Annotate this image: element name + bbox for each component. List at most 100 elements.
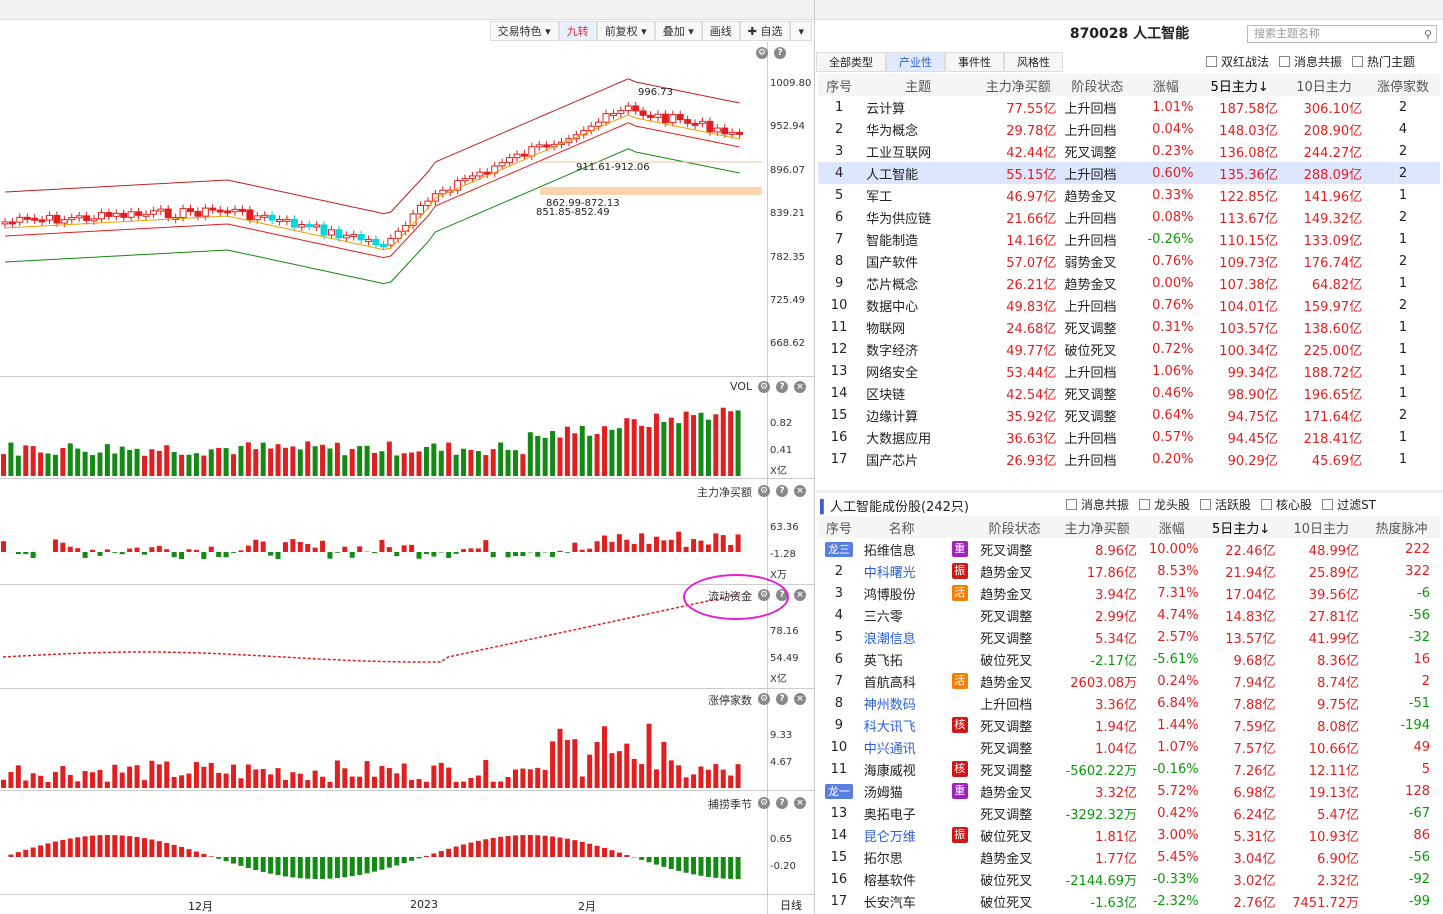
stock-row[interactable]: 2 中科曙光 振趋势金叉 17.86亿 8.53% 21.94亿 25.89亿 322 — [818, 560, 1440, 582]
theme-row[interactable]: 15 边缘计算 35.92亿 死叉调整 0.64% 94.75亿 171.64亿 2 — [818, 404, 1440, 426]
stock-row[interactable]: 龙一 汤姆猫 重趋势金叉 3.32亿 5.72% 6.98亿 19.13亿 128 — [818, 780, 1440, 802]
stock-row[interactable]: 14 昆仑万维 振破位死叉 1.81亿 3.00% 5.31亿 10.93亿 86 — [818, 824, 1440, 846]
filter-checkbox[interactable]: 龙头股 — [1139, 496, 1190, 513]
stock-row[interactable]: 10 中兴通讯 死叉调整 1.04亿 1.07% 7.57亿 10.66亿 49 — [818, 736, 1440, 758]
toolbar-item-2[interactable]: 前复权 ▾ — [596, 21, 655, 41]
stock-row[interactable]: 6 英飞拓 破位死叉 -2.17亿 -5.61% 9.68亿 8.36亿 16 — [818, 648, 1440, 670]
filter-checkbox[interactable]: 过滤ST — [1322, 496, 1376, 513]
search-icon[interactable]: ⚲ — [1423, 28, 1432, 41]
close-icon[interactable]: × — [794, 797, 806, 809]
theme-col-header[interactable]: 10日主力 — [1281, 74, 1367, 96]
theme-col-header[interactable]: 主力净买额 — [976, 74, 1061, 96]
theme-row[interactable]: 12 数字经济 49.77亿 破位死叉 0.72% 100.34亿 225.00亿 1 — [818, 338, 1440, 360]
net-bar — [23, 552, 29, 555]
stock-row[interactable]: 7 首航高科 活趋势金叉 2603.08万 0.24% 7.94亿 8.74亿 2 — [818, 670, 1440, 692]
theme-row[interactable]: 7 智能制造 14.16亿 上升回档 -0.26% 110.15亿 133.09亿 1 — [818, 228, 1440, 250]
theme-row[interactable]: 17 国产芯片 26.93亿 上升回档 0.20% 90.29亿 45.69亿 1 — [818, 448, 1440, 470]
theme-col-header[interactable]: 涨幅 — [1134, 74, 1198, 96]
settings-icon[interactable]: ⚙ — [756, 47, 768, 59]
checkbox-icon[interactable] — [1322, 499, 1334, 510]
stock-cell: 神州数码 — [863, 697, 916, 713]
checkbox-icon[interactable] — [1139, 499, 1151, 510]
stock-row[interactable]: 4 三六零 死叉调整 2.99亿 4.74% 14.83亿 27.81亿 -56 — [818, 604, 1440, 626]
checkbox-icon[interactable] — [1279, 56, 1291, 67]
settings-icon[interactable]: ⚙ — [758, 693, 770, 705]
stock-row[interactable]: 16 榕基软件 破位死叉 -2144.69万 -0.33% 3.02亿 2.32亿 -92 — [818, 868, 1440, 890]
stock-row[interactable]: 17 长安汽车 破位死叉 -1.63亿 -2.32% 2.76亿 7451.72万 -99 — [818, 890, 1440, 912]
close-icon[interactable]: × — [794, 589, 806, 601]
theme-row[interactable]: 9 芯片概念 26.21亿 趋势金叉 0.00% 107.38亿 64.82亿 1 — [818, 272, 1440, 294]
filter-checkbox[interactable]: 消息共振 — [1066, 496, 1129, 513]
theme-tab-1[interactable]: 产业性 — [886, 52, 945, 72]
toolbar-item-3[interactable]: 叠加 ▾ — [654, 21, 702, 41]
stock-col-header[interactable] — [943, 516, 977, 538]
stock-row[interactable]: 3 鸿博股份 活趋势金叉 3.94亿 7.31% 17.04亿 39.56亿 -6 — [818, 582, 1440, 604]
stock-col-header[interactable]: 序号 — [818, 516, 860, 538]
filter-checkbox[interactable]: 核心股 — [1261, 496, 1312, 513]
filter-checkbox[interactable]: 双红战法 — [1206, 53, 1269, 70]
stock-row[interactable]: 11 海康威视 核死叉调整 -5602.22万 -0.16% 7.26亿 12.11亿 5 — [818, 758, 1440, 780]
theme-row[interactable]: 3 工业互联网 42.44亿 死叉调整 0.23% 136.08亿 244.27亿 2 — [818, 140, 1440, 162]
help-icon[interactable]: ? — [776, 485, 788, 497]
close-icon[interactable]: × — [794, 485, 806, 497]
theme-search-input[interactable]: 搜索主题名称 ⚲ — [1247, 25, 1437, 43]
settings-icon[interactable]: ⚙ — [758, 797, 770, 809]
theme-col-header[interactable]: 主题 — [860, 74, 977, 96]
theme-col-header[interactable]: 阶段状态 — [1060, 74, 1135, 96]
stock-col-header[interactable]: 阶段状态 — [976, 516, 1054, 538]
theme-row[interactable]: 16 大数据应用 36.63亿 上升回档 0.57% 94.45亿 218.41亿 1 — [818, 426, 1440, 448]
stock-col-header[interactable]: 热度脉冲 — [1363, 516, 1440, 538]
checkbox-icon[interactable] — [1261, 499, 1273, 510]
toolbar-item-0[interactable]: 交易特色 ▾ — [489, 21, 559, 41]
help-icon[interactable]: ? — [776, 381, 788, 393]
theme-row[interactable]: 5 军工 46.97亿 趋势金叉 0.33% 122.85亿 141.96亿 1 — [818, 184, 1440, 206]
toolbar-item-5[interactable]: ✚ 自选 — [739, 21, 791, 41]
theme-row[interactable]: 6 华为供应链 21.66亿 上升回档 0.08% 113.67亿 149.32亿 2 — [818, 206, 1440, 228]
checkbox-icon[interactable] — [1352, 56, 1364, 67]
settings-icon[interactable]: ⚙ — [758, 485, 770, 497]
stock-col-header[interactable]: 10日主力 — [1279, 516, 1364, 538]
help-icon[interactable]: ? — [776, 797, 788, 809]
filter-checkbox[interactable]: 热门主题 — [1352, 53, 1415, 70]
theme-tab-2[interactable]: 事件性 — [945, 52, 1004, 72]
theme-row[interactable]: 8 国产软件 57.07亿 弱势金叉 0.76% 109.73亿 176.74亿 2 — [818, 250, 1440, 272]
theme-tab-0[interactable]: 全部类型 — [816, 52, 886, 72]
theme-col-header[interactable]: 序号 — [818, 74, 861, 96]
filter-checkbox[interactable]: 活跃股 — [1200, 496, 1251, 513]
theme-row[interactable]: 1 云计算 77.55亿 上升回档 1.01% 187.58亿 306.10亿 2 — [818, 96, 1440, 118]
theme-row[interactable]: 10 数据中心 49.83亿 上升回档 0.76% 104.01亿 159.97亿 2 — [818, 294, 1440, 316]
stock-col-header[interactable]: 涨幅 — [1141, 516, 1203, 538]
help-icon[interactable]: ? — [774, 47, 786, 59]
stock-row[interactable]: 龙三 拓维信息 重死叉调整 8.96亿 10.00% 22.46亿 48.99亿 222 — [818, 538, 1440, 560]
settings-icon[interactable]: ⚙ — [758, 381, 770, 393]
help-icon[interactable]: ? — [776, 693, 788, 705]
stock-row[interactable]: 5 浪潮信息 死叉调整 5.34亿 2.57% 13.57亿 41.99亿 -32 — [818, 626, 1440, 648]
stock-row[interactable]: 8 神州数码 上升回档 3.36亿 6.84% 7.88亿 9.75亿 -51 — [818, 692, 1440, 714]
theme-row[interactable]: 14 区块链 42.54亿 死叉调整 0.46% 98.90亿 196.65亿 1 — [818, 382, 1440, 404]
theme-col-header[interactable]: 涨停家数 — [1366, 74, 1440, 96]
checkbox-icon[interactable] — [1206, 56, 1217, 67]
close-icon[interactable]: × — [794, 693, 806, 705]
stock-col-header[interactable]: 名称 — [859, 516, 944, 538]
theme-row[interactable]: 2 华为概念 29.78亿 上升回档 0.04% 148.03亿 208.90亿 4 — [818, 118, 1440, 140]
period-button[interactable]: 日线 — [780, 899, 802, 912]
stock-row[interactable]: 9 科大讯飞 核死叉调整 1.94亿 1.44% 7.59亿 8.08亿 -194 — [818, 714, 1440, 736]
chart-area[interactable]: 交易特色 ▾ 九转 前复权 ▾ 叠加 ▾ 画线 ✚ 自选 ▾ ⚙? 1009.80 952.9… — [0, 0, 815, 914]
stock-col-header[interactable]: 5日主力↓ — [1202, 516, 1280, 538]
toolbar-item-6[interactable]: ▾ — [790, 21, 812, 41]
theme-row[interactable]: 13 网络安全 53.44亿 上升回档 1.06% 99.34亿 188.72亿 1 — [818, 360, 1440, 382]
stock-row[interactable]: 15 拓尔思 趋势金叉 1.77亿 5.45% 3.04亿 6.90亿 -56 — [818, 846, 1440, 868]
toolbar-item-1[interactable]: 九转 — [558, 21, 597, 41]
stock-row[interactable]: 13 奥拓电子 死叉调整 -3292.32万 0.42% 6.24亿 5.47亿 -67 — [818, 802, 1440, 824]
close-icon[interactable]: × — [794, 381, 806, 393]
toolbar-item-4[interactable]: 画线 — [701, 21, 740, 41]
theme-row[interactable]: 4 人工智能 55.15亿 上升回档 0.60% 135.36亿 288.09亿 2 — [818, 162, 1440, 184]
checkbox-icon[interactable] — [1200, 499, 1212, 510]
chart-canvas[interactable] — [0, 42, 767, 914]
stock-col-header[interactable]: 主力净买额 — [1053, 516, 1142, 538]
theme-tab-3[interactable]: 风格性 — [1004, 52, 1063, 72]
filter-checkbox[interactable]: 消息共振 — [1279, 53, 1342, 70]
theme-row[interactable]: 11 物联网 24.68亿 死叉调整 0.31% 103.57亿 138.60亿 1 — [818, 316, 1440, 338]
checkbox-icon[interactable] — [1066, 499, 1077, 510]
theme-col-header[interactable]: 5日主力↓ — [1197, 74, 1282, 96]
